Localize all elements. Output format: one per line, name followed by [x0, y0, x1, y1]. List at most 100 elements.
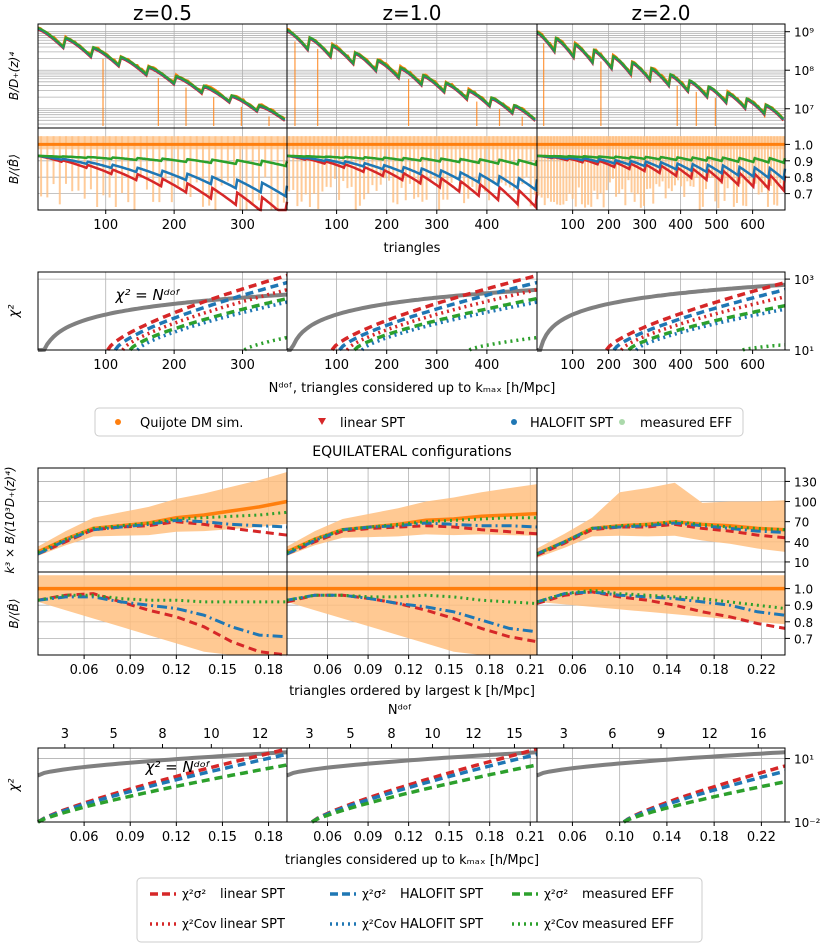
top-tick-label: 3	[61, 727, 69, 742]
eq-ratio-eff	[286, 593, 538, 605]
x-tick-label: 0.18	[700, 663, 729, 678]
eq-chi2-eff	[311, 763, 538, 824]
eq-chi2-halofit	[311, 752, 538, 824]
axes-eq-ratio	[536, 571, 786, 656]
x-tick-label: 600	[740, 358, 765, 373]
x-tick-label: 0.06	[313, 830, 342, 845]
top-tick-label: 9	[657, 727, 665, 742]
top-tick-label: 3	[305, 727, 313, 742]
eq-chi2-reference	[286, 750, 538, 778]
chi2-annotation: χ² = Nᵈᵒᶠ	[145, 758, 211, 776]
x-tick-label: 200	[596, 358, 621, 373]
y-tick-label: 70	[794, 516, 809, 530]
y-tick-label: 0.9	[794, 599, 813, 613]
top-tick-label: 6	[608, 727, 616, 742]
axes-chi2	[286, 271, 538, 351]
x-tick-label: 0.06	[558, 830, 587, 845]
x-tick-label: 300	[632, 358, 657, 373]
x-tick-label: 300	[424, 358, 449, 373]
series-linear-spt	[286, 154, 539, 210]
legend-symbol: χ²Cov	[362, 917, 397, 931]
legend-label: HALOFIT SPT	[400, 917, 483, 932]
series-chi2-cov-halofit	[136, 300, 288, 352]
y-tick-label: 10⁷	[794, 103, 814, 117]
eq-chi2-halofit	[622, 769, 786, 824]
x-tick-label: 200	[162, 218, 187, 233]
series-chi2-sigma-halofit	[113, 280, 288, 352]
legend-marker	[115, 419, 121, 425]
x-tick-label: 100	[93, 218, 118, 233]
x-tick-label: 0.18	[254, 830, 283, 845]
column-title: z=2.0	[631, 1, 690, 25]
y-tick-label: 100	[794, 496, 817, 510]
series-chi2-sigma-spt	[330, 273, 538, 352]
column-title: z=1.0	[382, 1, 441, 25]
series-eff	[537, 154, 787, 165]
x-tick-label: 0.10	[605, 830, 634, 845]
top-tick-label: 5	[346, 727, 354, 742]
y-tick-label: 0.7	[794, 188, 813, 202]
x-tick-label: 0.06	[558, 663, 587, 678]
x-tick-label: 100	[324, 358, 349, 373]
x-axis-label: Nᵈᵒᶠ, triangles considered up to kₘₐₓ [h…	[269, 381, 556, 396]
top-tick-label: 12	[701, 727, 718, 742]
series-eff	[286, 28, 536, 121]
x-tick-label: 0.15	[208, 830, 237, 845]
series-chi2-cov-eff	[243, 335, 288, 352]
eq-series-halofit	[286, 521, 538, 556]
eq-series-halofit	[536, 521, 786, 556]
y-tick-label: 10³	[794, 273, 814, 287]
top-tick-label: 5	[110, 727, 118, 742]
y-axis-label: χ²	[7, 305, 22, 319]
legend-symbol: χ²Cov	[182, 917, 217, 931]
eq-chi2-reference	[37, 750, 288, 778]
x-tick-label: 0.06	[70, 663, 99, 678]
x-tick-label: 0.18	[475, 663, 504, 678]
legend-label: measured EFF	[640, 416, 732, 431]
series-eff	[38, 154, 289, 168]
chi2-reference-line	[287, 287, 538, 352]
error-band	[287, 136, 537, 150]
top-tick-label: 10	[203, 727, 220, 742]
eq-error-band	[38, 472, 287, 556]
x-tick-label: 200	[374, 218, 399, 233]
y-tick-label: 1.0	[794, 138, 813, 152]
x-tick-label: 0.22	[747, 663, 776, 678]
legend-label: linear SPT	[340, 416, 405, 431]
x-tick-label: 0.09	[116, 830, 145, 845]
x-tick-label: 0.18	[254, 663, 283, 678]
series-halofit	[536, 154, 787, 182]
y-axis-label: B/D₊(z)⁴	[7, 52, 21, 101]
x-tick-label: 0.15	[435, 663, 464, 678]
series-eff	[37, 26, 286, 121]
eq-chi2-halofit	[37, 752, 288, 824]
x-tick-label: 0.10	[605, 663, 634, 678]
eq-ratio-linear-spt	[37, 592, 288, 657]
y-tick-label: 10	[794, 556, 809, 570]
x-tick-label: 200	[162, 358, 187, 373]
series-chi2-sigma-eff	[128, 296, 288, 352]
x-tick-label: 0.18	[475, 830, 504, 845]
legend-symbol: χ²Cov	[544, 917, 579, 931]
x-tick-label: 0.15	[435, 830, 464, 845]
x-tick-label: 500	[704, 358, 729, 373]
y-tick-label: 130	[794, 475, 817, 489]
legend-label: HALOFIT SPT	[530, 416, 613, 431]
chi2-reference-line	[537, 282, 786, 352]
section-title: EQUILATERAL configurations	[312, 444, 511, 460]
error-band	[38, 136, 287, 150]
eq-chi2-reference	[536, 750, 786, 778]
y-tick-label: 10⁸	[794, 64, 814, 78]
x-tick-label: 0.22	[747, 830, 776, 845]
legend-symbol: χ²σ²	[544, 887, 568, 901]
axes-chi2	[37, 271, 288, 351]
x-tick-label: 0.14	[652, 663, 681, 678]
x-tick-label: 0.09	[354, 663, 383, 678]
x-tick-label: 0.09	[354, 830, 383, 845]
series-eff	[287, 154, 539, 167]
series-chi2-sigma-eff	[353, 296, 538, 352]
eq-ratio-band	[537, 575, 785, 625]
x-tick-label: 0.12	[162, 663, 191, 678]
y-tick-label: 0.8	[794, 171, 813, 185]
